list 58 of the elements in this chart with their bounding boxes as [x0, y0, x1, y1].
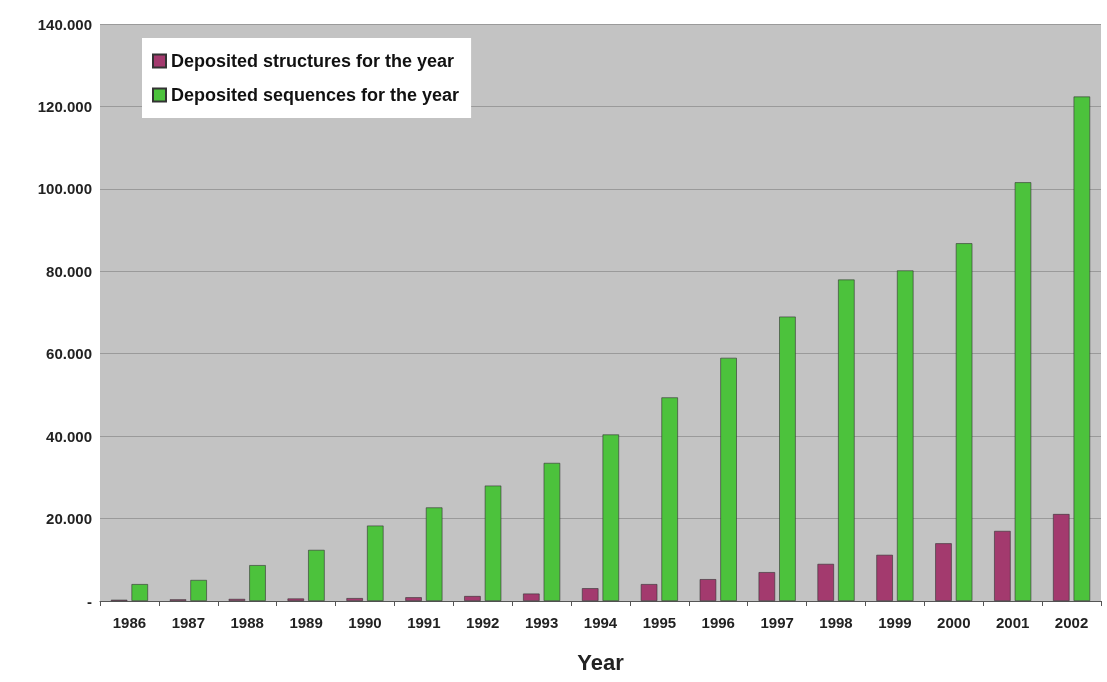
x-tick-label: 1993: [524, 614, 559, 631]
y-tick-label: 140.000: [37, 15, 92, 33]
bar: [484, 485, 502, 601]
bar: [779, 316, 796, 601]
x-tick-label: 1988: [230, 614, 264, 631]
x-tick-label: 1995: [642, 614, 677, 631]
bar: [640, 584, 658, 601]
bar: [1053, 514, 1070, 601]
bar: [543, 462, 561, 601]
bar: [425, 507, 443, 601]
bar: [346, 598, 363, 601]
bar: [308, 549, 325, 601]
legend-label: Deposited sequences for the year: [171, 85, 460, 105]
bar: [602, 434, 620, 601]
x-tick-label: 1990: [348, 614, 382, 631]
y-tick-label: -: [87, 592, 92, 610]
y-tick-label: 80.000: [46, 262, 92, 280]
bar: [131, 584, 148, 601]
x-tick-label: 1986: [112, 614, 147, 631]
legend-label: Deposited structures for the year: [171, 51, 455, 71]
y-tick-label: 60.000: [46, 345, 92, 363]
x-tick-label: 2002: [1054, 614, 1089, 631]
x-tick-label: 1989: [289, 614, 323, 631]
x-tick-label: 1991: [407, 614, 441, 631]
x-tick-label: 1992: [466, 614, 500, 631]
bar: [699, 579, 717, 601]
bar: [935, 543, 952, 601]
bar: [190, 579, 207, 601]
y-tick-label: 100.000: [37, 180, 92, 198]
y-tick-label: 20.000: [46, 510, 92, 528]
bar: [817, 563, 834, 601]
bar: [367, 525, 384, 601]
x-tick-label: 2001: [995, 614, 1030, 631]
bar: [661, 397, 678, 601]
x-tick-label: 1997: [760, 614, 794, 631]
bar: [896, 270, 914, 601]
bar: [1014, 182, 1032, 601]
x-tick-label: 1999: [878, 614, 912, 631]
y-tick-label: 40.000: [46, 427, 92, 445]
bar: [720, 357, 737, 601]
bar: [405, 597, 422, 601]
bar: [581, 588, 599, 601]
bar: [955, 243, 973, 601]
bar: [994, 530, 1011, 601]
bar: [838, 279, 855, 601]
bar: [758, 572, 776, 601]
x-tick-label: 2000: [937, 614, 971, 631]
bar: [464, 596, 481, 601]
bar: [249, 565, 266, 601]
x-axis-title: Year: [577, 649, 625, 675]
x-tick-label: 1998: [819, 614, 853, 631]
bar: [1073, 96, 1091, 601]
y-tick-label: 120.000: [37, 97, 92, 115]
x-tick-label: 1996: [701, 614, 735, 631]
x-tick-label: 1994: [583, 614, 618, 631]
bar: [876, 554, 893, 601]
bar: [523, 593, 540, 601]
x-tick-label: 1987: [171, 614, 206, 631]
